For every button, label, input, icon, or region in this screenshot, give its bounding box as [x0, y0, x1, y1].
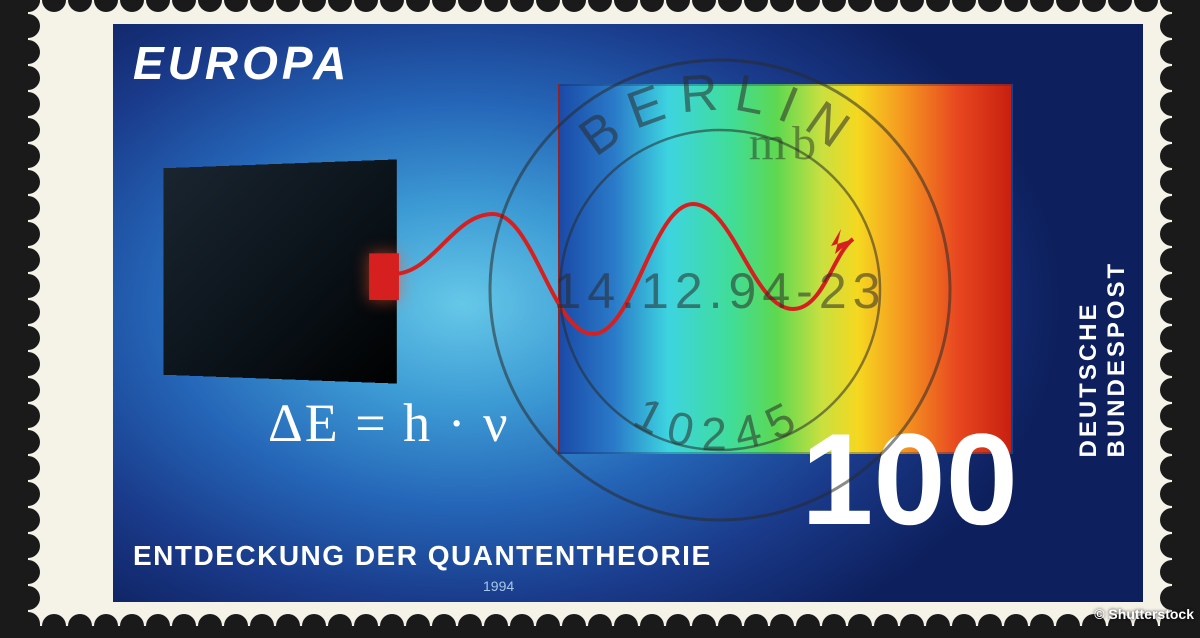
europa-label: EUROPA	[133, 36, 350, 90]
blackbody-cube	[164, 159, 397, 383]
stamp-face: EUROPA mb ΔE = h · ν 100 ENTDECKUNG DER …	[113, 24, 1143, 602]
issuer-label: DEUTSCHE BUNDESPOST	[1075, 169, 1131, 458]
copyright: © Shutterstock	[1094, 606, 1194, 622]
year-small: 1994	[483, 578, 514, 594]
planck-formula: ΔE = h · ν	[268, 392, 510, 454]
denomination: 100	[801, 414, 1018, 544]
stamp-paper: EUROPA mb ΔE = h · ν 100 ENTDECKUNG DER …	[28, 0, 1172, 626]
caption: ENTDECKUNG DER QUANTENTHEORIE	[133, 540, 712, 572]
wave-arrow	[383, 164, 883, 364]
mb-overlay-text: mb	[749, 116, 822, 171]
